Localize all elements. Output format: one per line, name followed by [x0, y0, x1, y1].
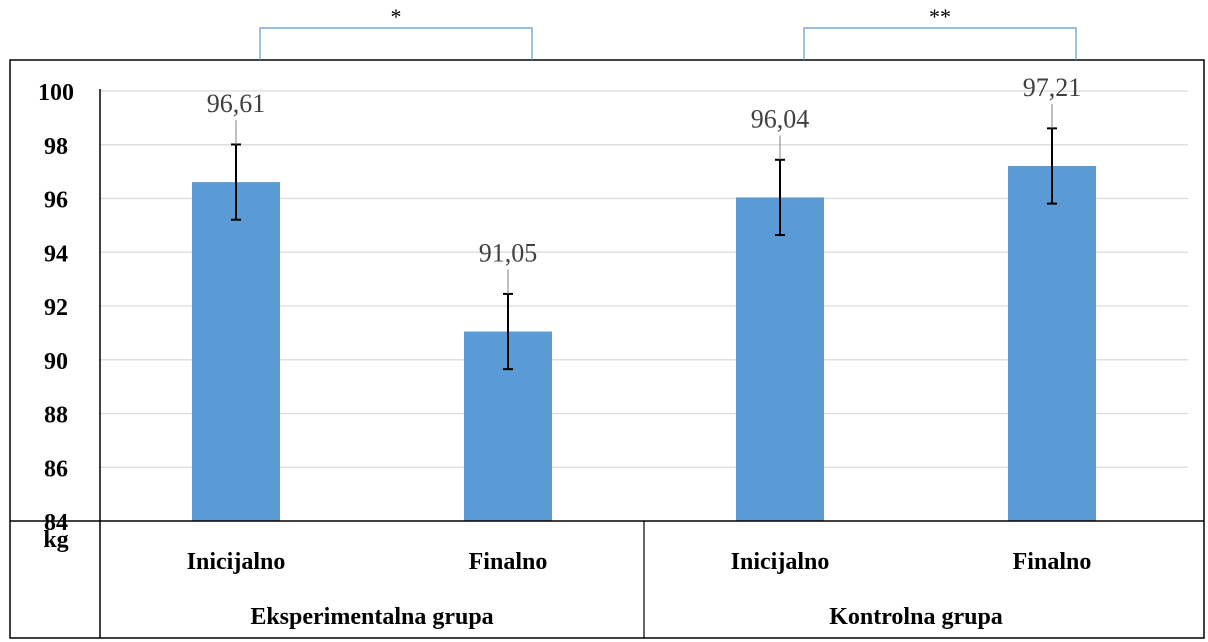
category-labels: Inicijalno Finalno Inicijalno Finalno: [187, 549, 1092, 575]
significance-bracket: [803, 27, 1077, 60]
bar: [1008, 165, 1096, 521]
y-tick-label: 90: [44, 349, 68, 375]
axes: [10, 89, 1204, 638]
y-tick-label: 92: [44, 295, 68, 321]
y-tick-label: 88: [44, 403, 68, 429]
error-bars: [231, 103, 1057, 371]
data-labels: 96,61 91,05 96,04 97,21: [207, 73, 1082, 268]
category-label: Inicijalno: [187, 549, 286, 575]
bars: [192, 165, 1096, 522]
y-tick-label: 84: [44, 510, 68, 536]
bar: [736, 197, 824, 522]
significance-marker: *: [391, 4, 402, 29]
significance-marker: **: [929, 4, 951, 29]
y-tick-label: 86: [44, 456, 68, 482]
data-label: 96,61: [207, 89, 266, 118]
data-label: 97,21: [1023, 73, 1082, 102]
group-label: Kontrolna grupa: [829, 604, 1003, 630]
category-label: Finalno: [469, 549, 548, 575]
category-label: Inicijalno: [731, 549, 830, 575]
significance-bracket: [259, 27, 533, 60]
group-labels: Eksperimentalna grupa Kontrolna grupa: [250, 604, 1002, 630]
gridlines: [100, 90, 1188, 468]
group-label: Eksperimentalna grupa: [250, 604, 493, 630]
chart-border: [9, 59, 1205, 639]
significance-brackets: * **: [259, 4, 1077, 60]
y-axis-unit-label: kg: [43, 527, 68, 553]
category-label: Finalno: [1013, 549, 1092, 575]
y-tick-label: 98: [44, 134, 68, 160]
bar: [192, 182, 280, 521]
y-tick-label: 100: [38, 80, 74, 106]
y-tick-label: 96: [44, 188, 68, 214]
data-label: 96,04: [751, 104, 810, 133]
y-tick-label: 94: [44, 241, 68, 267]
y-axis-ticks: 84 86 88 90 92 94 96 98 100: [38, 80, 74, 536]
data-label: 91,05: [479, 239, 538, 268]
